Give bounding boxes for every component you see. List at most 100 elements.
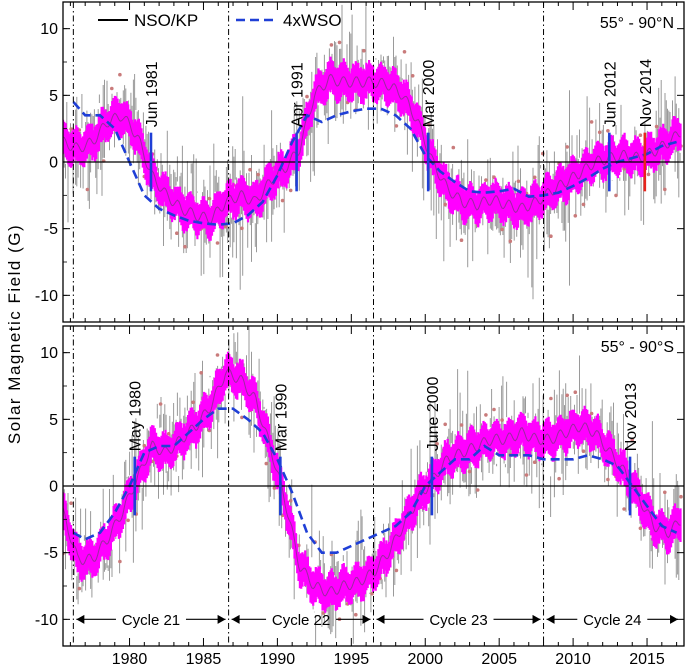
cycle-label: Cycle 21 [122, 612, 180, 629]
data-point [484, 178, 488, 182]
data-point [110, 86, 114, 91]
plot-area [63, 326, 684, 646]
cycle-label: Cycle 24 [583, 612, 641, 629]
data-point [614, 193, 618, 198]
data-point [549, 396, 553, 401]
reversal-label: June 2000 [425, 376, 442, 451]
data-point [663, 187, 667, 192]
data-point [589, 411, 594, 416]
raw-data-spikes [63, 326, 681, 646]
x-tick-label: 2010 [555, 651, 591, 668]
data-point [158, 402, 163, 406]
data-point [508, 239, 513, 243]
data-point [223, 224, 228, 229]
north-pole-panel: Jun 1981 Apr 1991 Mar 2000 Jun 2012 Nov 2014… [35, 1, 685, 323]
data-point [402, 50, 407, 54]
data-point [581, 202, 586, 207]
y-tick-label: 5 [49, 88, 58, 105]
cycle-arrowhead-right [362, 614, 371, 624]
data-point [118, 559, 122, 564]
data-point [459, 238, 464, 242]
data-point [663, 490, 667, 495]
y-axis-label: Solar Magnetic Field (G) [5, 224, 24, 444]
data-point [606, 477, 610, 482]
cycle-arrowhead-right [670, 614, 679, 624]
data-point [394, 568, 399, 573]
data-point [394, 124, 399, 128]
data-point [646, 172, 651, 177]
y-tick-label: -5 [44, 221, 58, 238]
y-tick-label: 10 [40, 345, 58, 362]
y-tick-label: 5 [49, 412, 58, 429]
nso-kp-error-band [63, 351, 682, 613]
data-point [573, 390, 578, 395]
data-point [467, 469, 472, 474]
data-point [288, 188, 293, 193]
south-pole-panel: May 1980 Mar 1990 June 2000 Nov 2013 Cycle 2… [35, 325, 685, 647]
data-point [549, 234, 553, 238]
y-tick-label: 0 [49, 479, 58, 496]
cycle-span: Cycle 21 [76, 612, 226, 629]
cycle-arrowhead-left [376, 614, 385, 624]
data-point [264, 461, 269, 466]
data-point [638, 526, 643, 531]
data-point [118, 72, 122, 77]
data-point [207, 196, 212, 201]
data-point [565, 145, 569, 149]
data-point [69, 501, 73, 506]
reversal-label: Mar 1990 [273, 384, 290, 452]
x-tick-label: 1985 [186, 651, 222, 668]
reversal-label: Jun 2012 [602, 61, 619, 127]
data-point [191, 400, 195, 405]
x-tick-label: 1995 [334, 651, 370, 668]
cycle-arrowhead-right [532, 614, 541, 624]
data-point [248, 167, 252, 172]
data-point [77, 586, 82, 591]
data-point [410, 74, 415, 78]
data-point [532, 460, 537, 465]
data-point [443, 202, 448, 207]
reversal-label: May 1980 [128, 381, 145, 451]
data-point [280, 198, 285, 203]
x-tick-label: 2015 [629, 651, 665, 668]
data-point [435, 442, 439, 446]
cycle-span: Cycle 22 [231, 612, 371, 629]
error-bars [63, 351, 682, 613]
data-point [541, 151, 545, 156]
data-point [516, 179, 521, 184]
cycle-arrowhead-right [217, 614, 226, 624]
data-point [500, 227, 504, 232]
data-point [451, 145, 456, 150]
data-point [630, 438, 634, 442]
x-axis-tick-labels: 1980 1985 1990 1995 2000 2005 2010 2015 [112, 651, 665, 668]
data-point [199, 371, 203, 375]
y-tick-label: -5 [44, 545, 58, 562]
reversal-label: Apr 1991 [290, 62, 307, 127]
data-point [459, 423, 464, 427]
data-point [370, 591, 374, 596]
wso-dashed-line [72, 101, 677, 227]
region-label: 55° - 90°S [601, 339, 674, 356]
x-tick-label: 1990 [260, 651, 296, 668]
data-point [427, 123, 431, 127]
data-point [215, 353, 220, 357]
data-point [606, 129, 610, 133]
data-point [557, 476, 561, 481]
data-point [492, 407, 496, 412]
reversal-label: Jun 1981 [144, 61, 161, 127]
data-point [85, 187, 90, 192]
nso-kp-line [63, 368, 681, 597]
data-point [288, 499, 293, 503]
data-point [532, 175, 537, 180]
data-point [305, 94, 309, 99]
cycle-span: Cycle 24 [546, 612, 679, 629]
data-point [337, 40, 342, 45]
data-point [183, 244, 187, 249]
data-point [475, 488, 480, 492]
data-point [565, 393, 569, 398]
data-point [500, 418, 504, 422]
data-point [126, 518, 130, 523]
cycle-arrowhead-left [546, 614, 555, 624]
data-point [581, 449, 586, 454]
